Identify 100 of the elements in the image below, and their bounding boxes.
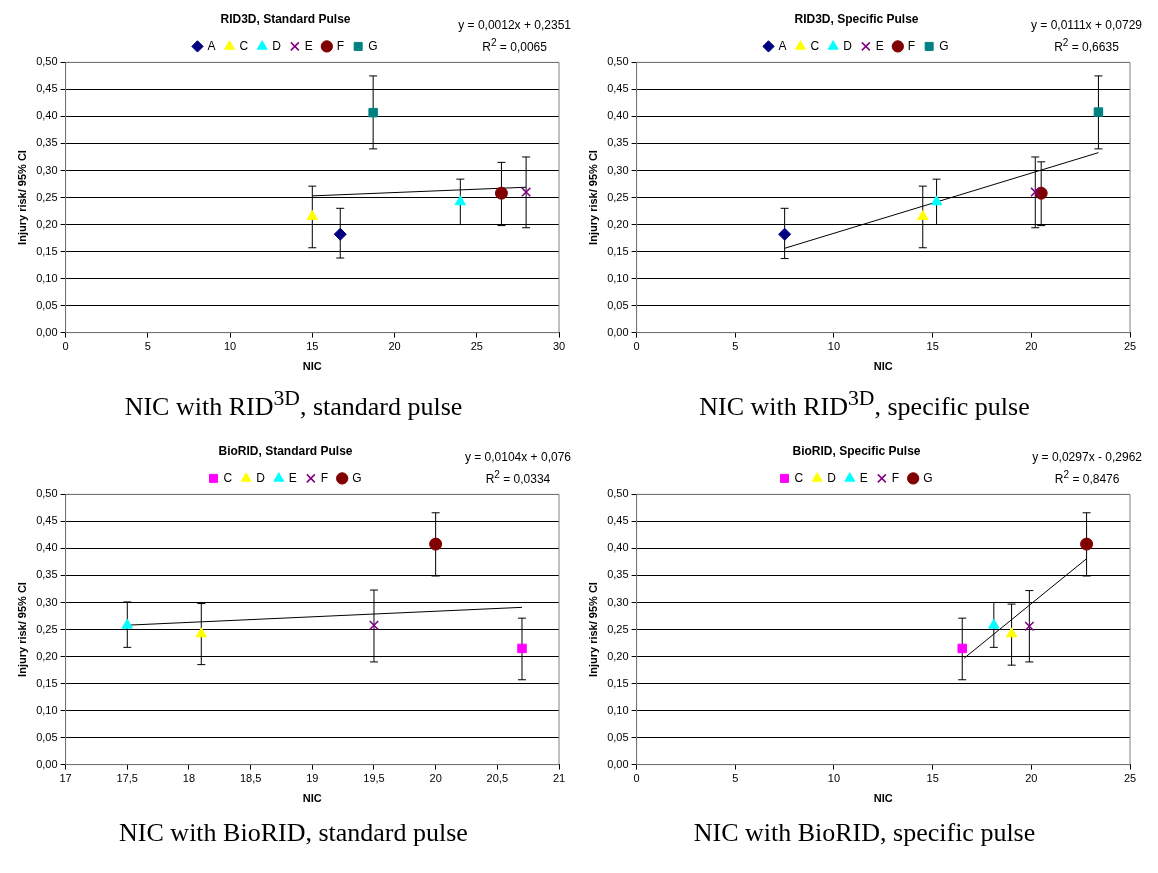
text: y = 0,0297x - 0,2962 xyxy=(1032,449,1142,466)
point xyxy=(778,227,792,241)
y-tick-label: 0,35 xyxy=(607,136,629,149)
point xyxy=(1030,187,1041,198)
y-tick-label: 0,30 xyxy=(607,595,629,608)
x-tick-label: 25 xyxy=(1123,340,1137,353)
y-axis-title: Injury risk/ 95% CI xyxy=(15,150,28,245)
y-tick-label: 0,50 xyxy=(607,487,629,500)
x-tick-label: 17,5 xyxy=(116,772,138,785)
y-tick-label: 0,15 xyxy=(36,244,58,257)
point xyxy=(494,186,508,200)
y-tick-label: 0,30 xyxy=(607,163,629,176)
text: y = 0,0111x + 0,0729 xyxy=(1031,17,1142,34)
point xyxy=(917,209,929,220)
x-tick-label: 17 xyxy=(59,772,72,785)
y-tick-label: 0,50 xyxy=(607,55,629,68)
x-axis-title: NIC xyxy=(873,792,893,805)
text: NIC with RID$^{3D}$, specific pulse xyxy=(698,386,1031,422)
x-tick-label: 15 xyxy=(306,340,319,353)
x-tick-label: 0 xyxy=(62,340,69,353)
y-axis-title: Injury risk/ 95% CI xyxy=(586,150,599,245)
legend-label: D xyxy=(827,470,837,485)
y-tick-label: 0,40 xyxy=(607,541,629,554)
y-tick-label: 0,40 xyxy=(36,541,58,554)
legend-label: F xyxy=(907,38,916,53)
y-tick-label: 0,20 xyxy=(36,217,58,230)
y-tick-label: 0,00 xyxy=(36,757,58,770)
legend-label: G xyxy=(939,38,949,53)
y-tick-label: 0,45 xyxy=(607,514,629,527)
chart-title: RID3D, Specific Pulse xyxy=(794,11,919,26)
x-tick-label: 10 xyxy=(827,772,841,785)
x-tick-label: 19,5 xyxy=(363,772,385,785)
x-tick-label: 25 xyxy=(1123,772,1137,785)
point xyxy=(333,227,347,241)
point xyxy=(368,620,379,631)
y-tick-label: 0,35 xyxy=(36,568,58,581)
y-tick-label: 0,00 xyxy=(607,325,629,338)
chart-title: BioRID, Specific Pulse xyxy=(792,443,921,458)
x-tick-label: 30 xyxy=(552,340,566,353)
legend-label: E xyxy=(875,38,884,53)
y-tick-label: 0,50 xyxy=(36,55,58,68)
text: NIC with BioRID, specific pulse xyxy=(692,818,1037,848)
x-tick-label: 0 xyxy=(633,340,640,353)
legend-label: A xyxy=(207,38,216,53)
y-tick-label: 0,15 xyxy=(607,676,629,689)
x-axis-title: NIC xyxy=(873,360,893,373)
y-tick-label: 0,10 xyxy=(36,703,58,716)
x-tick-label: 0 xyxy=(633,772,640,785)
point xyxy=(1093,107,1104,117)
x-tick-label: 20 xyxy=(1025,772,1038,785)
x-tick-label: 18 xyxy=(182,772,196,785)
x-tick-label: 18,5 xyxy=(239,772,262,785)
legend-label: E xyxy=(304,38,313,53)
y-tick-label: 0,15 xyxy=(607,244,629,257)
x-tick-label: 10 xyxy=(223,340,237,353)
legend-label: D xyxy=(256,470,266,485)
x-tick-label: 15 xyxy=(926,772,939,785)
point xyxy=(930,195,943,206)
x-tick-label: 21 xyxy=(552,772,566,785)
y-tick-label: 0,05 xyxy=(607,730,629,743)
legend-label: E xyxy=(859,470,868,485)
y-tick-label: 0,10 xyxy=(607,703,629,716)
y-tick-label: 0,00 xyxy=(607,757,629,770)
y-tick-label: 0,20 xyxy=(607,217,629,230)
x-tick-label: 20 xyxy=(388,340,401,353)
y-tick-label: 0,20 xyxy=(36,649,58,662)
chart-title: BioRID, Standard Pulse xyxy=(218,443,353,458)
x-axis-title: NIC xyxy=(302,792,322,805)
y-tick-label: 0,30 xyxy=(36,595,58,608)
text: R$^{2}$ = 0,6635 xyxy=(1053,36,1120,56)
legend-label: C xyxy=(239,38,249,53)
point xyxy=(1024,621,1035,632)
text: NIC with BioRID, standard pulse xyxy=(118,818,469,848)
legend-label: D xyxy=(272,38,282,53)
y-tick-label: 0,50 xyxy=(36,487,58,500)
text: R$^{2}$ = 0,0334 xyxy=(484,468,552,488)
y-tick-label: 0,05 xyxy=(607,298,629,311)
y-tick-label: 0,05 xyxy=(36,730,58,743)
x-tick-label: 25 xyxy=(470,340,483,353)
y-tick-label: 0,35 xyxy=(607,568,629,581)
point xyxy=(988,618,1000,629)
legend-label: D xyxy=(843,38,853,53)
y-tick-label: 0,35 xyxy=(36,136,58,149)
y-tick-label: 0,25 xyxy=(36,622,58,635)
legend-label: E xyxy=(288,470,297,485)
x-tick-label: 19 xyxy=(306,772,319,785)
y-tick-label: 0,00 xyxy=(36,325,58,338)
point xyxy=(521,187,532,198)
y-tick-label: 0,10 xyxy=(607,271,629,284)
text: R$^{2}$ = 0,0065 xyxy=(481,36,548,56)
x-tick-label: 5 xyxy=(732,772,739,785)
y-tick-label: 0,45 xyxy=(607,82,629,95)
y-tick-label: 0,15 xyxy=(36,676,58,689)
legend-label: F xyxy=(320,470,329,485)
legend-label: F xyxy=(891,470,900,485)
legend-label: G xyxy=(368,38,378,53)
y-tick-label: 0,25 xyxy=(607,190,629,203)
text: R$^{2}$ = 0,8476 xyxy=(1053,468,1121,488)
text: y = 0,0104x + 0,076 xyxy=(464,449,571,466)
y-tick-label: 0,25 xyxy=(36,190,58,203)
